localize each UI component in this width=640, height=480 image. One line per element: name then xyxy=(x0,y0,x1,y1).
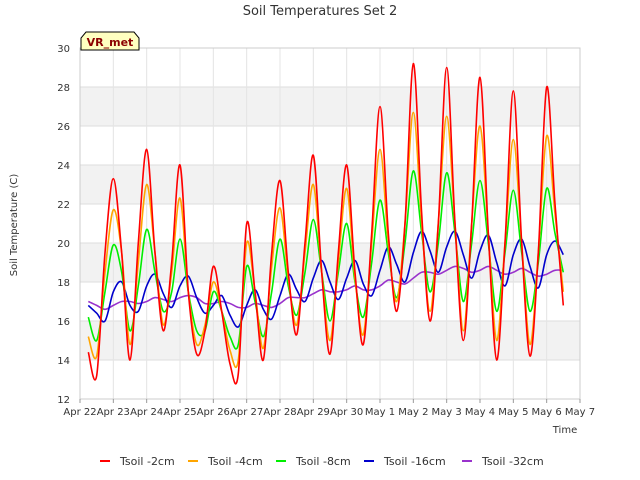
legend-item: Tsoil -32cm xyxy=(462,455,544,468)
legend-label: Tsoil -16cm xyxy=(383,455,446,468)
x-tick-label: Apr 25 xyxy=(163,407,196,418)
x-axis-ticks: Apr 22 Apr 23 Apr 24 Apr 25 Apr 26 Apr 27 Apr … xyxy=(63,399,595,418)
plot-band xyxy=(80,87,580,126)
legend-item: Tsoil -16cm xyxy=(364,455,446,468)
x-axis-label: Time xyxy=(552,425,577,436)
y-axis-label: Soil Temperature (C) xyxy=(9,174,20,277)
y-tick-label: 12 xyxy=(57,395,70,406)
plot-band xyxy=(80,360,580,399)
plot-frame xyxy=(79,47,581,400)
y-tick-label: 30 xyxy=(57,44,70,55)
data-lines xyxy=(87,62,565,385)
plot-band xyxy=(80,165,580,204)
legend-label: Tsoil -8cm xyxy=(295,455,351,468)
x-tick-label: Apr 24 xyxy=(130,407,163,418)
x-tick-label: May 3 xyxy=(432,407,462,418)
plot-band xyxy=(80,48,580,87)
legend-label: Tsoil -4cm xyxy=(207,455,263,468)
y-tick-label: 16 xyxy=(57,317,70,328)
chart-title: Soil Temperatures Set 2 xyxy=(243,4,398,19)
y-tick-label: 26 xyxy=(57,122,70,133)
y-tick-label: 28 xyxy=(57,83,70,94)
plot-band xyxy=(80,282,580,321)
y-tick-label: 24 xyxy=(57,161,70,172)
x-tick-label: May 2 xyxy=(398,407,428,418)
x-tick-label: May 4 xyxy=(465,407,495,418)
y-tick-label: 22 xyxy=(57,200,70,211)
legend-item: Tsoil -8cm xyxy=(276,455,351,468)
x-tick-label: Apr 28 xyxy=(263,407,296,418)
legend-label: Tsoil -32cm xyxy=(481,455,544,468)
legend-item: Tsoil -4cm xyxy=(188,455,263,468)
x-tick-label: Apr 23 xyxy=(97,407,130,418)
x-tick-label: May 6 xyxy=(532,407,562,418)
x-tick-label: May 1 xyxy=(365,407,395,418)
series-line-tsoil-2cm xyxy=(87,62,565,385)
x-tick-label: Apr 22 xyxy=(63,407,96,418)
badge-shape xyxy=(80,31,140,51)
plot-band xyxy=(80,126,580,165)
legend: Tsoil -2cm Tsoil -4cm Tsoil -8cm Tsoil -16c… xyxy=(100,455,544,468)
x-tick-label: May 5 xyxy=(498,407,528,418)
station-badge: VR_met xyxy=(80,31,140,51)
x-tick-label: Apr 26 xyxy=(197,407,230,418)
x-tick-label: Apr 29 xyxy=(297,407,330,418)
legend-label: Tsoil -2cm xyxy=(119,455,175,468)
x-tick-label: Apr 30 xyxy=(330,407,363,418)
plot-background xyxy=(80,48,580,399)
y-tick-label: 14 xyxy=(57,356,70,367)
series-line-tsoil-8cm xyxy=(87,170,565,350)
y-tick-label: 20 xyxy=(57,239,70,250)
x-tick-label: Apr 27 xyxy=(230,407,263,418)
legend-item: Tsoil -2cm xyxy=(100,455,175,468)
y-axis-ticks: 12 14 16 18 20 22 24 26 28 30 xyxy=(57,44,70,406)
badge-label: VR_met xyxy=(87,36,134,49)
x-tick-label: May 7 xyxy=(565,407,595,418)
plot-band xyxy=(80,204,580,243)
y-tick-label: 18 xyxy=(57,278,70,289)
